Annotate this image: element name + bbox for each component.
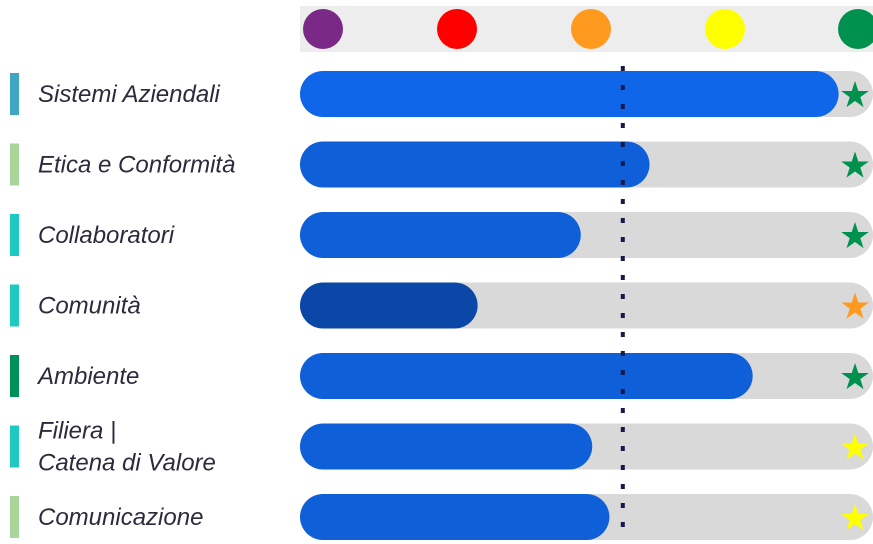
- row-marker: [10, 143, 19, 186]
- bar: [300, 141, 650, 188]
- row-label-line: Ambiente: [36, 363, 139, 390]
- row-marker: [10, 214, 19, 256]
- star-icon: ★: [839, 428, 871, 469]
- scale-dot-5: [838, 9, 873, 49]
- row-marker: [10, 496, 19, 538]
- row-label-line: Comunità: [38, 293, 141, 320]
- row-4: Comunità ★: [10, 282, 873, 329]
- row-label: Comunicazione: [38, 504, 203, 531]
- row-marker: [10, 355, 19, 397]
- row-label-line: Collaboratori: [38, 222, 175, 249]
- bar: [300, 494, 610, 540]
- bar: [300, 212, 581, 258]
- row-label: Collaboratori: [38, 222, 175, 249]
- scale-dot-1: [303, 9, 343, 49]
- bar: [300, 282, 478, 329]
- bar: [300, 71, 839, 117]
- row-marker: [10, 73, 19, 115]
- row-7: Comunicazione ★: [10, 494, 873, 540]
- star-icon: ★: [839, 216, 871, 257]
- star-icon: ★: [839, 357, 871, 398]
- row-3: Collaboratori ★: [10, 212, 873, 258]
- scale-dot-2: [437, 9, 477, 49]
- star-icon: ★: [839, 75, 871, 116]
- bar: [300, 423, 593, 470]
- row-5: Ambiente ★: [10, 353, 873, 399]
- row-6: Filiera | Catena di Valore ★: [10, 418, 873, 477]
- row-label-line: Comunicazione: [38, 504, 203, 531]
- star-icon: ★: [839, 498, 871, 539]
- row-marker: [10, 284, 19, 327]
- bar: [300, 353, 753, 399]
- scale-dot-4: [705, 9, 745, 49]
- row-label: Sistemi Aziendali: [38, 81, 221, 108]
- row-label-line: Filiera |: [38, 418, 116, 445]
- star-icon: ★: [839, 287, 871, 328]
- row-label-line: Catena di Valore: [38, 450, 216, 477]
- row-label: Filiera | Catena di Valore: [38, 418, 216, 477]
- row-label-line: Etica e Conformità: [38, 152, 235, 179]
- row-marker: [10, 425, 19, 468]
- row-label: Comunità: [38, 293, 141, 320]
- row-label: Etica e Conformità: [38, 152, 235, 179]
- scale-dot-3: [571, 9, 611, 49]
- row-label-line: Sistemi Aziendali: [38, 81, 221, 108]
- row-label: Ambiente: [36, 363, 139, 390]
- row-2: Etica e Conformità ★: [10, 141, 873, 188]
- row-1: Sistemi Aziendali ★: [10, 71, 873, 117]
- star-icon: ★: [839, 146, 871, 187]
